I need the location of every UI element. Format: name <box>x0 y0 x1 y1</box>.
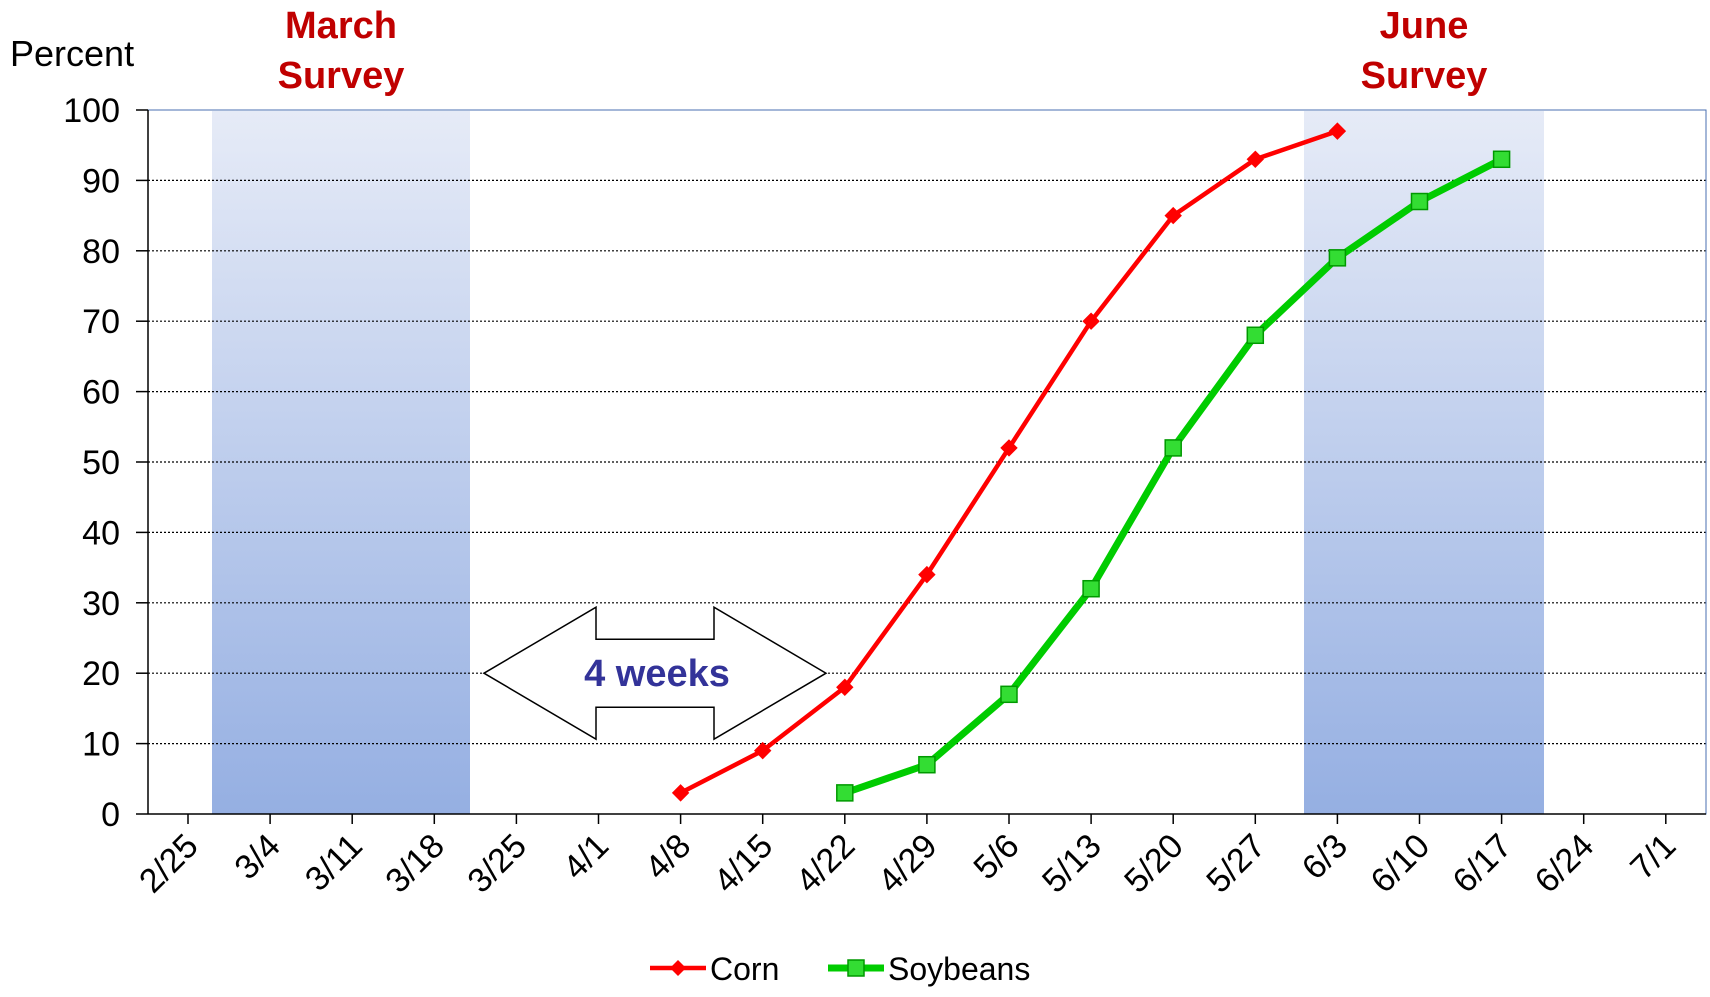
point-corn <box>671 784 690 802</box>
x-tick-label: 5/20 <box>1117 827 1191 901</box>
legend: Corn Soybeans <box>650 951 1030 987</box>
x-tick-label: 3/25 <box>460 827 534 901</box>
point-corn <box>1164 206 1182 225</box>
legend-item-corn: Corn <box>650 951 779 987</box>
point-corn <box>753 741 772 760</box>
x-tick-label: 3/11 <box>298 827 370 899</box>
legend-item-soybeans: Soybeans <box>828 951 1030 987</box>
survey-label-2-line2: Survey <box>1361 55 1488 97</box>
point-soybeans <box>1082 579 1100 598</box>
series-lines <box>671 122 1511 802</box>
y-tick-label: 60 <box>82 374 120 412</box>
y-tick-label: 20 <box>82 655 120 693</box>
x-tick-label: 4/15 <box>707 827 781 901</box>
x-tick-label: 3/18 <box>378 827 452 901</box>
x-tick-label: 5/6 <box>966 827 1026 887</box>
y-tick-label: 70 <box>82 303 120 341</box>
y-axis-label: Percent <box>10 33 134 74</box>
x-tick-label: 4/1 <box>556 827 616 887</box>
point-soybeans <box>1164 439 1182 457</box>
point-corn <box>1246 150 1265 168</box>
x-tick-label: 4/29 <box>871 827 945 901</box>
y-tick-label: 100 <box>63 92 120 130</box>
y-tick-label: 90 <box>82 162 120 200</box>
x-tick-label: 4/8 <box>638 827 698 887</box>
legend-label: Soybeans <box>888 951 1030 987</box>
legend-marker <box>847 959 865 977</box>
survey-label-1-line2: Survey <box>278 55 405 97</box>
survey-label-2-line1: June <box>1380 5 1469 47</box>
x-tick-label: 4/22 <box>789 827 863 901</box>
axes <box>136 109 1707 824</box>
y-tick-label: 50 <box>82 444 120 482</box>
point-corn <box>1328 122 1347 140</box>
point-soybeans <box>1246 326 1265 345</box>
x-tick-label: 6/24 <box>1528 827 1602 901</box>
y-tick-label: 80 <box>82 233 120 271</box>
x-tick-label: 6/17 <box>1446 827 1520 901</box>
legend-label: Corn <box>710 951 779 987</box>
x-tick-label: 6/10 <box>1363 827 1437 901</box>
x-tick-label: 5/27 <box>1199 827 1273 901</box>
four-weeks-annotation: 4 weeks <box>482 605 828 741</box>
x-tick-label: 6/3 <box>1295 827 1355 887</box>
x-tick-label: 7/1 <box>1623 827 1683 887</box>
x-tick-label: 5/13 <box>1035 827 1109 901</box>
point-soybeans <box>918 755 936 774</box>
x-tick-label: 2/25 <box>132 827 206 901</box>
point-soybeans <box>1000 685 1018 704</box>
x-tick-label: 3/4 <box>227 827 287 887</box>
y-tick-label: 0 <box>101 796 120 834</box>
survey-label-1-line1: March <box>285 5 397 47</box>
point-corn <box>918 565 936 584</box>
point-soybeans <box>1492 150 1511 169</box>
y-tick-label: 30 <box>82 585 120 623</box>
point-corn <box>836 678 854 696</box>
point-soybeans <box>836 784 854 802</box>
series-soybeans <box>836 150 1511 802</box>
point-corn <box>1082 312 1100 330</box>
point-soybeans <box>1410 192 1429 211</box>
point-soybeans <box>1328 249 1347 267</box>
double-arrow-shape <box>482 605 828 741</box>
y-tick-label: 40 <box>82 514 120 552</box>
point-corn <box>1000 439 1018 457</box>
legend-marker <box>670 960 686 976</box>
y-tick-label: 10 <box>82 726 120 764</box>
annotation-label: 4 weeks <box>584 653 730 695</box>
series-corn <box>671 122 1347 802</box>
